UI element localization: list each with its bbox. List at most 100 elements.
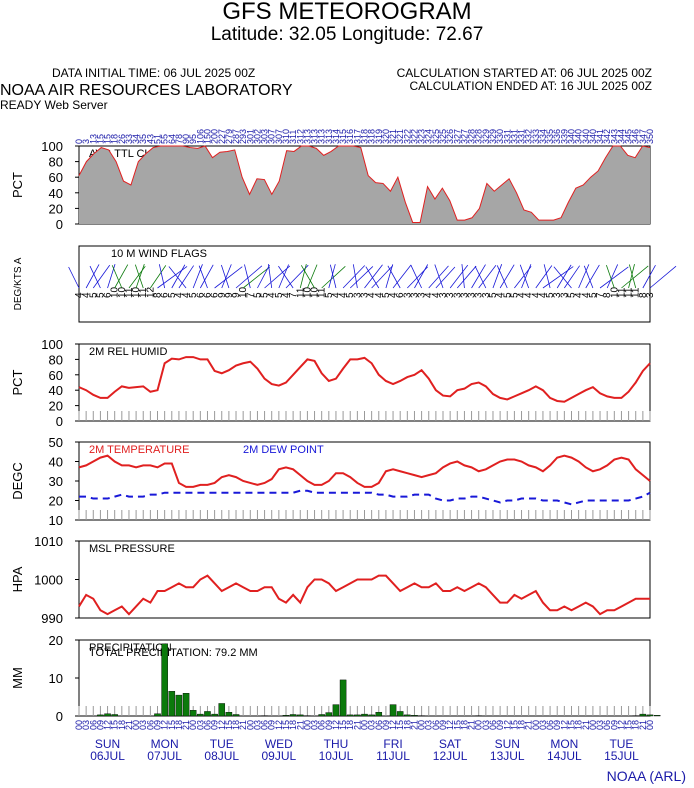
wind-barb <box>628 264 637 289</box>
wind-barb <box>521 264 532 289</box>
wind-barb <box>68 266 80 289</box>
wind-dir-label: 51 <box>153 134 163 144</box>
wind-speed-label: 7 <box>288 292 299 298</box>
wind-barb <box>328 264 336 289</box>
wind-speed-label: 5 <box>345 292 356 298</box>
wind-dir-label: 315 <box>338 129 348 144</box>
hour-label: 09 <box>552 720 562 730</box>
hour-label: 12 <box>103 720 113 730</box>
wind-dir-label: 0 <box>74 139 84 144</box>
hour-label: 21 <box>181 720 191 730</box>
day-of-week-label: WED <box>265 737 293 751</box>
wind-dir-label: 340 <box>588 129 598 144</box>
y-axis-label: MM <box>10 667 25 689</box>
wind-dir-label: 313 <box>310 129 320 144</box>
hour-label: 15 <box>224 720 234 730</box>
hour-label: 09 <box>495 720 505 730</box>
wind-barb <box>583 265 594 289</box>
wind-speed-label: 11 <box>631 287 642 298</box>
y-tick-label: 20 <box>49 201 63 216</box>
wind-dir-label: 307 <box>274 129 284 144</box>
wind-speed-label: 4 <box>524 292 535 298</box>
y-tick-label: 40 <box>49 455 63 470</box>
precip-bar <box>97 714 104 717</box>
date-label: 09JUL <box>262 749 297 763</box>
hour-label: 12 <box>388 720 398 730</box>
wind-speed-label: 5 <box>188 292 199 298</box>
hour-label: 00 <box>588 720 598 730</box>
wind-speed-label: 5 <box>260 292 271 298</box>
wind-dir-label: 279 <box>224 129 234 144</box>
hour-label: 03 <box>538 720 548 730</box>
wind-speed-label: 4 <box>74 292 85 298</box>
wind-dir-label: 327 <box>452 129 462 144</box>
wind-speed-label: 3 <box>360 292 371 298</box>
precip-bar <box>282 715 290 717</box>
cloud-line <box>78 145 651 223</box>
wind-dir-label: 200 <box>210 129 220 144</box>
wind-speed-label: 3 <box>481 292 492 298</box>
wind-speed-label: 4 <box>331 292 342 298</box>
wind-dir-label: 345 <box>624 129 634 144</box>
wind-speed-label: 10 <box>302 286 313 298</box>
y-tick-label: 80 <box>49 352 63 367</box>
hour-label: 03 <box>138 720 148 730</box>
wind-dir-label: 34 <box>131 134 141 144</box>
wind-dir-label: 332 <box>524 129 534 144</box>
y-tick-label: 100 <box>41 337 63 352</box>
hour-label: 18 <box>631 720 641 730</box>
wind-speed-label: 3 <box>559 292 570 298</box>
wind-barb <box>606 264 619 289</box>
y-axis-label: PCT <box>10 172 25 198</box>
hour-label: 15 <box>566 720 576 730</box>
day-of-week-label: THU <box>324 737 349 751</box>
hour-label: 00 <box>474 720 484 730</box>
wind-barb <box>414 264 429 289</box>
hour-label: 18 <box>402 720 412 730</box>
hour-label: 09 <box>381 720 391 730</box>
precip-bar <box>232 714 240 717</box>
wind-dir-label: 313 <box>302 129 312 144</box>
precip-bar <box>296 714 304 717</box>
wind-barb <box>456 265 477 289</box>
precip-bar <box>368 714 375 717</box>
hour-label: 18 <box>117 720 127 730</box>
wind-dir-label: 227 <box>217 129 227 144</box>
hour-label: 15 <box>167 720 177 730</box>
precip-bar <box>361 713 368 717</box>
calc-started: CALCULATION STARTED AT: 06 JUL 2025 00Z <box>396 66 652 80</box>
wind-dir-label: 325 <box>431 129 441 144</box>
y-tick-label: 1010 <box>34 534 63 549</box>
wind-speed-label: 4 <box>388 292 399 298</box>
wind-dir-label: 325 <box>438 129 448 144</box>
hour-label: 12 <box>559 720 569 730</box>
hour-label: 09 <box>210 720 220 730</box>
wind-dir-label: 321 <box>388 129 398 144</box>
wind-speed-label: 6 <box>103 292 114 298</box>
hour-label: 03 <box>252 720 262 730</box>
hour-label: 18 <box>288 720 298 730</box>
wind-dir-label: 334 <box>538 129 548 144</box>
calc-ended: CALCULATION ENDED AT: 16 JUL 2025 00Z <box>409 79 652 93</box>
pressure-line <box>78 574 650 616</box>
wind-dir-label: 293 <box>238 129 248 144</box>
wind-speed-label: 10 <box>117 286 128 298</box>
wind-barb <box>329 264 337 289</box>
wind-barb <box>352 264 358 289</box>
y-tick-label: 0 <box>56 709 63 724</box>
wind-barb <box>242 266 270 289</box>
wind-barb <box>178 265 194 289</box>
wind-dir-label: 329 <box>481 129 491 144</box>
hour-label: 18 <box>459 720 469 730</box>
wind-dir-label: 18 <box>110 134 120 144</box>
wind-dir-label: 26 <box>117 134 127 144</box>
wind-barb <box>199 264 214 289</box>
wind-speed-label: 3 <box>459 292 470 298</box>
wind-barb <box>364 264 383 289</box>
wind-speed-label: 3 <box>452 292 463 298</box>
wind-speed-label: 4 <box>338 292 349 298</box>
wind-barb <box>257 264 270 289</box>
wind-speed-label: 4 <box>281 292 292 298</box>
wind-dir-label: 321 <box>395 129 405 144</box>
